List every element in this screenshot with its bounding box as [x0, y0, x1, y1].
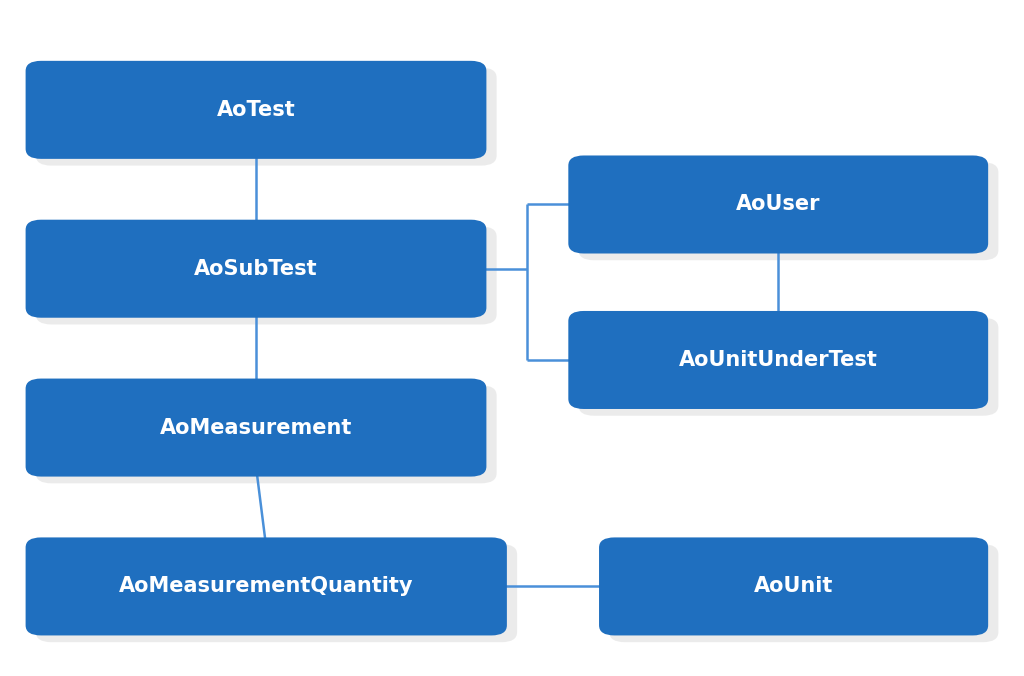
FancyBboxPatch shape — [26, 61, 486, 159]
FancyBboxPatch shape — [568, 155, 988, 254]
FancyBboxPatch shape — [579, 162, 998, 260]
FancyBboxPatch shape — [26, 379, 486, 477]
FancyBboxPatch shape — [26, 537, 507, 635]
FancyBboxPatch shape — [26, 220, 486, 318]
FancyBboxPatch shape — [609, 544, 998, 642]
Text: AoMeasurementQuantity: AoMeasurementQuantity — [119, 577, 414, 596]
Text: AoUnitUnderTest: AoUnitUnderTest — [679, 350, 878, 370]
FancyBboxPatch shape — [599, 537, 988, 635]
FancyBboxPatch shape — [579, 318, 998, 416]
FancyBboxPatch shape — [36, 226, 497, 324]
Text: AoUser: AoUser — [736, 195, 820, 214]
FancyBboxPatch shape — [36, 68, 497, 166]
Text: AoUnit: AoUnit — [754, 577, 834, 596]
FancyBboxPatch shape — [36, 544, 517, 642]
FancyBboxPatch shape — [568, 311, 988, 409]
Text: AoTest: AoTest — [217, 100, 295, 120]
FancyBboxPatch shape — [36, 385, 497, 483]
Text: AoSubTest: AoSubTest — [195, 259, 317, 279]
Text: AoMeasurement: AoMeasurement — [160, 418, 352, 437]
